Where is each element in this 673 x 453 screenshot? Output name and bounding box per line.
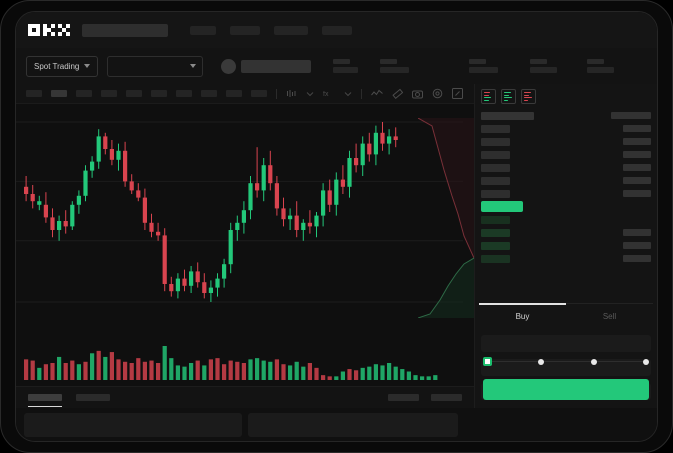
header-nav: [190, 25, 352, 35]
orderbook-last-price[interactable]: [481, 200, 651, 213]
timeframe-custom[interactable]: [251, 90, 267, 97]
orderbook-view-toggles: [475, 84, 657, 107]
chart-bottom-tabs: [16, 386, 474, 408]
amount-percent-slider[interactable]: [483, 357, 649, 366]
okx-logo-icon: [28, 24, 70, 36]
trading-pair-dropdown[interactable]: [107, 55, 204, 77]
orderbook-bid-row[interactable]: [481, 226, 651, 239]
timeframe-1h[interactable]: [101, 90, 117, 97]
nav-item-2[interactable]: [230, 25, 260, 35]
timeframe-15m[interactable]: [76, 90, 92, 97]
fullscreen-icon[interactable]: [452, 88, 463, 99]
bottom-strip: [16, 408, 657, 441]
last-price-display: [241, 59, 312, 73]
order-amount-field[interactable]: [481, 359, 651, 376]
depth-chart-overlay: [418, 118, 474, 318]
slider-node-25[interactable]: [538, 358, 545, 365]
slider-track: [487, 361, 645, 362]
orderbook-view-bids[interactable]: [501, 89, 516, 104]
orderbook-ask-row[interactable]: [481, 122, 651, 135]
ticker-stat-3: [469, 59, 499, 73]
ticker-stat-2: [380, 59, 410, 73]
orderbook-view-asks[interactable]: [521, 89, 536, 104]
market-type-dropdown[interactable]: Spot Trading: [26, 55, 99, 77]
orderbook[interactable]: [475, 107, 657, 299]
orderbook-view-both[interactable]: [481, 89, 496, 104]
slider-node-50[interactable]: [590, 358, 597, 365]
timeframe-4h[interactable]: [126, 90, 142, 97]
svg-text:fx: fx: [323, 91, 329, 98]
price-chart-panel[interactable]: [16, 104, 474, 386]
toolbar-divider: [276, 88, 277, 99]
indicators-icon[interactable]: fx: [323, 89, 335, 98]
timeframe-1M[interactable]: [201, 90, 217, 97]
orderbook-ask-row[interactable]: [481, 135, 651, 148]
chevron-down-icon[interactable]: [344, 91, 352, 97]
bottom-panel-right[interactable]: [248, 412, 458, 437]
orderbook-ask-row[interactable]: [481, 161, 651, 174]
ticker-stat-4: [530, 59, 558, 73]
orderbook-bid-row[interactable]: [481, 252, 651, 265]
market-type-label: Spot Trading: [34, 61, 80, 71]
toolbar-divider: [361, 88, 362, 99]
market-subheader: Spot Trading: [16, 48, 657, 84]
nav-item-3[interactable]: [274, 25, 308, 35]
chart-tab-chart[interactable]: [28, 394, 62, 407]
app-header: [16, 12, 657, 48]
timeframe-1m[interactable]: [26, 90, 42, 97]
tab-sell[interactable]: Sell: [602, 312, 617, 321]
nav-item-4[interactable]: [322, 25, 352, 35]
chart-tab-action-2[interactable]: [431, 394, 462, 401]
ticker-stat-5: [587, 59, 615, 73]
measure-ruler-icon[interactable]: [392, 88, 403, 99]
tab-buy[interactable]: Buy: [479, 303, 566, 329]
chart-tab-action-1[interactable]: [388, 394, 419, 401]
okx-trading-app: Spot Trading: [16, 12, 657, 441]
search-input[interactable]: [82, 23, 168, 37]
orderbook-bid-row[interactable]: [481, 239, 651, 252]
chevron-down-icon[interactable]: [306, 91, 314, 97]
okx-logo[interactable]: [28, 24, 70, 36]
candlestick-chart: [16, 121, 463, 380]
orderbook-bid-row[interactable]: [481, 213, 651, 226]
timeframe-1d[interactable]: [151, 90, 167, 97]
candlestick-chart-icon[interactable]: [286, 89, 297, 98]
timeframe-more[interactable]: [226, 90, 242, 97]
orderbook-ask-row[interactable]: [481, 109, 651, 122]
line-chart-icon[interactable]: [371, 89, 383, 98]
chart-toolbar: fx: [16, 84, 474, 104]
slider-node-75[interactable]: [642, 358, 649, 365]
slider-node-0[interactable]: [483, 357, 492, 366]
pair-coin-avatar: [221, 58, 237, 74]
chart-tab-info[interactable]: [76, 394, 110, 401]
order-price-field[interactable]: [481, 335, 651, 352]
orderbook-ask-row[interactable]: [481, 187, 651, 200]
timeframe-1w[interactable]: [176, 90, 192, 97]
device-screen-bezel: Spot Trading: [15, 11, 658, 442]
bottom-panel-left[interactable]: [24, 412, 242, 437]
timeframe-5m[interactable]: [51, 90, 67, 97]
orderbook-ask-row[interactable]: [481, 148, 651, 161]
orderbook-and-order-panel: Buy Sell: [474, 84, 657, 408]
ticker-stat-1: [333, 59, 359, 73]
place-buy-order-button[interactable]: [483, 379, 649, 400]
orderbook-ask-row[interactable]: [481, 174, 651, 187]
settings-gear-icon[interactable]: [432, 88, 443, 99]
chevron-down-icon: [84, 64, 91, 68]
buy-sell-tabs: Buy Sell: [479, 303, 653, 329]
nav-item-1[interactable]: [190, 25, 216, 35]
camera-snapshot-icon[interactable]: [412, 89, 423, 99]
chevron-down-icon: [190, 64, 197, 68]
